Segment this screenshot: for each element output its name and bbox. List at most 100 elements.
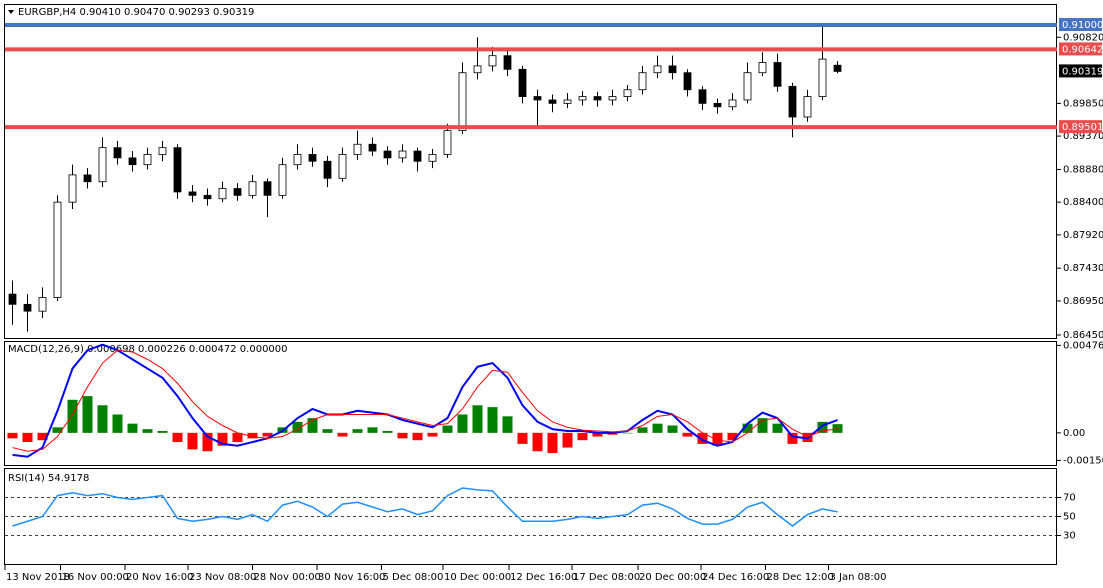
x-tick-label: 20 Dec 00:00	[639, 572, 706, 583]
histogram-bar	[487, 407, 498, 433]
histogram-bar	[547, 432, 558, 454]
candle-body	[143, 154, 152, 166]
candle-body	[353, 143, 362, 155]
histogram-bar	[517, 432, 528, 444]
histogram-bar	[367, 427, 378, 433]
histogram-bar	[562, 432, 573, 448]
level-label: 0.90642	[1062, 44, 1103, 55]
histogram-bar	[697, 432, 708, 444]
histogram-bar	[502, 416, 513, 433]
x-tick-label: 28 Nov 00:00	[254, 572, 321, 583]
histogram-bar	[97, 405, 108, 433]
candle-body	[338, 154, 347, 179]
histogram-bar	[772, 423, 783, 433]
signal-line	[12, 349, 838, 452]
candle-body	[383, 150, 392, 159]
candle-body	[8, 293, 17, 305]
histogram-bar	[727, 432, 738, 441]
histogram-bar	[637, 427, 648, 433]
candle-body	[458, 72, 467, 132]
histogram-bar	[532, 432, 543, 452]
y-tick-label: 0.87430	[1063, 263, 1103, 274]
price-panel-frame	[4, 4, 1057, 339]
y-tick-label: 0.86450	[1063, 330, 1103, 341]
histogram-bar	[757, 418, 768, 433]
histogram-bar	[52, 427, 63, 433]
y-tick-label: -0.001501	[1063, 455, 1103, 466]
candle-body	[788, 85, 797, 118]
level-label: 0.91000	[1062, 20, 1103, 31]
candle-body	[608, 96, 617, 101]
candle-body	[38, 297, 47, 312]
candle-body	[173, 147, 182, 193]
histogram-bar	[592, 432, 603, 437]
candle-body	[368, 143, 377, 152]
candle-body	[443, 130, 452, 155]
histogram-bar	[427, 432, 438, 437]
rsi-line	[12, 487, 838, 527]
candle-body	[743, 72, 752, 101]
candle-body	[683, 72, 692, 91]
x-tick-label: 28 Dec 12:00	[767, 572, 834, 583]
histogram-bar	[112, 414, 123, 433]
histogram-bar	[262, 432, 273, 437]
candle-body	[803, 96, 812, 118]
histogram-bar	[412, 432, 423, 441]
histogram-bar	[622, 432, 633, 434]
candle-body	[53, 201, 62, 298]
histogram-bar	[832, 424, 843, 433]
candle-body	[833, 64, 842, 72]
histogram-bar	[292, 421, 303, 433]
level-label-box	[1059, 42, 1102, 56]
candle-body	[488, 55, 497, 67]
candle-body	[398, 150, 407, 159]
y-tick-label: 0.004763	[1063, 340, 1103, 351]
histogram-bar	[742, 423, 753, 433]
candle-body	[653, 65, 662, 74]
histogram-bar	[817, 421, 828, 433]
histogram-bar	[187, 432, 198, 450]
rsi-header: RSI(14) 54.9178	[8, 473, 89, 484]
candle-body	[518, 68, 527, 97]
x-tick-label: 23 Nov 08:00	[189, 572, 256, 583]
candle-body	[758, 62, 767, 74]
histogram-bar	[142, 429, 153, 433]
level-label-box	[1059, 18, 1102, 32]
macd-panel-frame	[4, 341, 1057, 466]
candle-body	[413, 150, 422, 162]
y-tick-label: 0.90820	[1063, 32, 1103, 43]
y-tick-label: 70	[1063, 493, 1076, 504]
candle-body	[308, 154, 317, 162]
histogram-bar	[307, 418, 318, 433]
y-tick-label: 0.89850	[1063, 98, 1103, 109]
y-tick-label: 0.00	[1063, 428, 1085, 439]
histogram-bar	[457, 414, 468, 433]
x-tick-label: 5 Dec 08:00	[383, 572, 444, 583]
histogram-bar	[442, 425, 453, 433]
symbol-menu-arrow[interactable]	[8, 10, 14, 14]
histogram-bar	[82, 396, 93, 433]
histogram-bar	[712, 432, 723, 446]
histogram-bar	[172, 432, 183, 443]
candle-body	[248, 181, 257, 196]
histogram-bar	[382, 431, 393, 433]
histogram-bar	[667, 425, 678, 433]
x-tick-label: 20 Nov 16:00	[126, 572, 193, 583]
histogram-bar	[682, 432, 693, 437]
candle-body	[698, 89, 707, 104]
candle-body	[713, 102, 722, 108]
histogram-bar	[247, 432, 258, 439]
candle-body	[533, 96, 542, 101]
x-tick-label: 13 Nov 2018	[6, 572, 70, 583]
histogram-bar	[337, 432, 348, 437]
candle-body	[68, 174, 77, 203]
histogram-bar	[202, 432, 213, 452]
x-tick-label: 10 Dec 00:00	[444, 572, 511, 583]
histogram-bar	[652, 423, 663, 433]
level-label-box	[1059, 120, 1102, 134]
candle-body	[188, 191, 197, 196]
candle-body	[563, 99, 572, 104]
candle-body	[218, 188, 227, 200]
histogram-bar	[157, 431, 168, 433]
